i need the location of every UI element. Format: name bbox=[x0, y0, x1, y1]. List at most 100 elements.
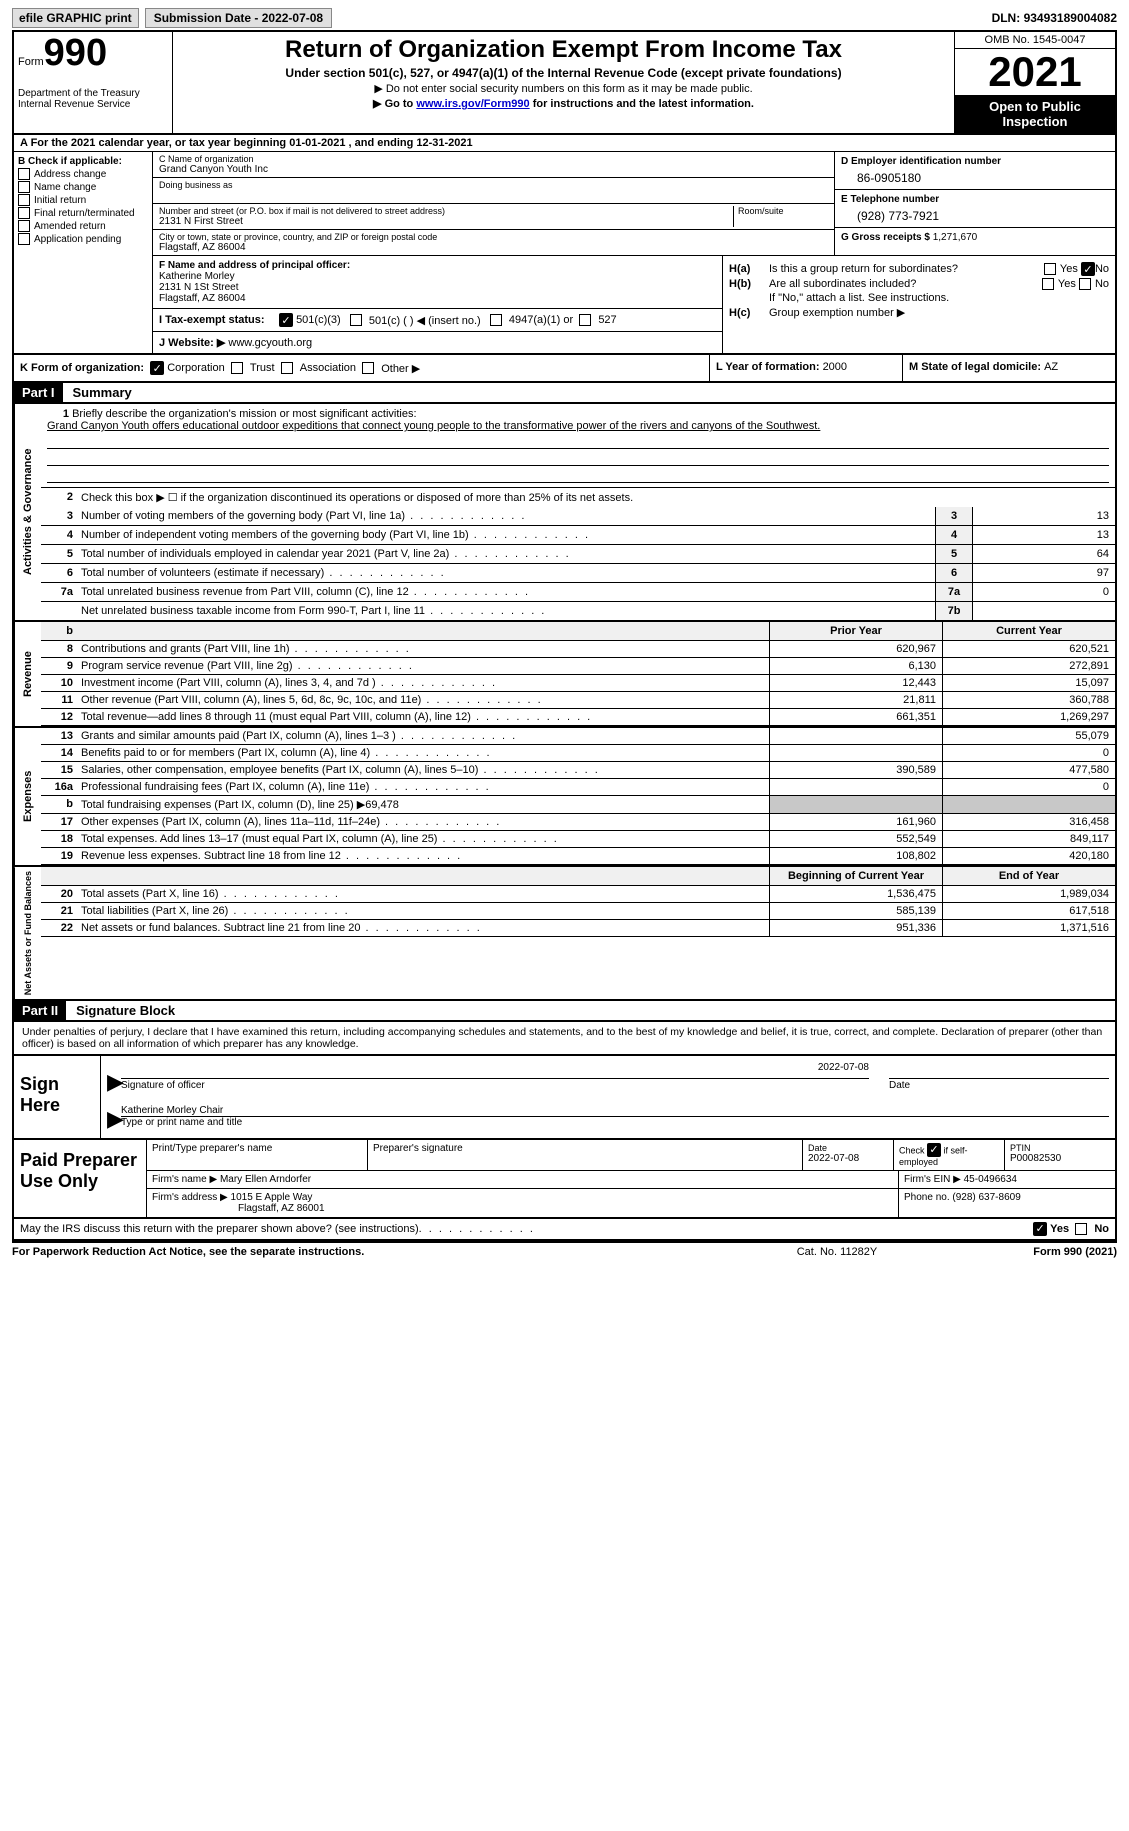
summary-row: 6Total number of volunteers (estimate if… bbox=[41, 564, 1115, 583]
checkbox-discuss-yes[interactable]: ✓ bbox=[1033, 1222, 1047, 1236]
efile-print-button[interactable]: efile GRAPHIC print bbox=[12, 8, 139, 28]
paid-preparer: Paid Preparer Use Only Print/Type prepar… bbox=[12, 1140, 1117, 1219]
section-b: B Check if applicable: Address change Na… bbox=[14, 152, 153, 353]
part2-header: Part II Signature Block bbox=[12, 1001, 1117, 1022]
checkbox-initial-return[interactable] bbox=[18, 194, 30, 206]
checkbox-corp[interactable]: ✓ bbox=[150, 361, 164, 375]
submission-date: Submission Date - 2022-07-08 bbox=[145, 8, 332, 28]
summary-row: 7aTotal unrelated business revenue from … bbox=[41, 583, 1115, 602]
firm-ein: 45-0496634 bbox=[964, 1174, 1017, 1185]
begin-year-header: Beginning of Current Year bbox=[769, 867, 942, 885]
section-f: F Name and address of principal officer:… bbox=[153, 256, 722, 309]
checkbox-final-return[interactable] bbox=[18, 207, 30, 219]
firm-name: Mary Ellen Arndorfer bbox=[220, 1174, 311, 1185]
summary-row: Net unrelated business taxable income fr… bbox=[41, 602, 1115, 620]
sign-here: Sign Here 2022-07-08 ▶ Signature of offi… bbox=[12, 1056, 1117, 1140]
topbar: efile GRAPHIC print Submission Date - 20… bbox=[12, 8, 1117, 32]
firm-address1: 1015 E Apple Way bbox=[231, 1192, 313, 1203]
dln: DLN: 93493189004082 bbox=[992, 11, 1117, 25]
summary-row: 5Total number of individuals employed in… bbox=[41, 545, 1115, 564]
revenue-row: 8Contributions and grants (Part VIII, li… bbox=[41, 641, 1115, 658]
checkbox-assoc[interactable] bbox=[281, 362, 293, 374]
expense-row: 17Other expenses (Part IX, column (A), l… bbox=[41, 814, 1115, 831]
revenue-row: 9Program service revenue (Part VIII, lin… bbox=[41, 658, 1115, 675]
telephone: (928) 773-7921 bbox=[841, 205, 1109, 223]
discuss-row: May the IRS discuss this return with the… bbox=[12, 1219, 1117, 1241]
checkbox-amended[interactable] bbox=[18, 220, 30, 232]
expense-row: 18Total expenses. Add lines 13–17 (must … bbox=[41, 831, 1115, 848]
period-row: A For the 2021 calendar year, or tax yea… bbox=[12, 135, 1117, 152]
checkbox-ha-yes[interactable] bbox=[1044, 263, 1056, 275]
form-header: Form990 Department of the Treasury Inter… bbox=[12, 32, 1117, 135]
summary-row: 4Number of independent voting members of… bbox=[41, 526, 1115, 545]
checkbox-name-change[interactable] bbox=[18, 181, 30, 193]
checkbox-hb-no[interactable] bbox=[1079, 278, 1091, 290]
gross-receipts: 1,271,670 bbox=[933, 232, 978, 243]
checkbox-527[interactable] bbox=[579, 314, 591, 326]
subtitle-3: ▶ Go to www.irs.gov/Form990 for instruct… bbox=[177, 97, 950, 110]
expense-row: 19Revenue less expenses. Subtract line 1… bbox=[41, 848, 1115, 865]
omb-number: OMB No. 1545-0047 bbox=[955, 32, 1115, 49]
side-activities: Activities & Governance bbox=[14, 404, 41, 620]
org-city: Flagstaff, AZ 86004 bbox=[159, 242, 828, 253]
expense-row: 13Grants and similar amounts paid (Part … bbox=[41, 728, 1115, 745]
section-j: J Website: ▶ www.gcyouth.org bbox=[153, 332, 722, 353]
revenue-row: 12Total revenue—add lines 8 through 11 (… bbox=[41, 709, 1115, 726]
perjury-declaration: Under penalties of perjury, I declare th… bbox=[12, 1022, 1117, 1056]
state-domicile: AZ bbox=[1044, 361, 1058, 373]
checkbox-501c[interactable] bbox=[350, 314, 362, 326]
signature-date: Date bbox=[889, 1078, 1109, 1091]
checkbox-hb-yes[interactable] bbox=[1042, 278, 1054, 290]
firm-address2: Flagstaff, AZ 86001 bbox=[152, 1203, 893, 1214]
revenue-row: 11Other revenue (Part VIII, column (A), … bbox=[41, 692, 1115, 709]
checkbox-other[interactable] bbox=[362, 362, 374, 374]
open-inspection: Open to Public Inspection bbox=[955, 95, 1115, 133]
page-footer: For Paperwork Reduction Act Notice, see … bbox=[12, 1241, 1117, 1261]
checkbox-pending[interactable] bbox=[18, 233, 30, 245]
checkbox-discuss-no[interactable] bbox=[1075, 1223, 1087, 1235]
website: www.gcyouth.org bbox=[225, 337, 312, 349]
checkbox-trust[interactable] bbox=[231, 362, 243, 374]
checkbox-ha-no[interactable]: ✓ bbox=[1081, 262, 1095, 276]
revenue-row: 10Investment income (Part VIII, column (… bbox=[41, 675, 1115, 692]
section-de: D Employer identification number 86-0905… bbox=[835, 152, 1115, 255]
checkbox-4947[interactable] bbox=[490, 314, 502, 326]
current-year-header: Current Year bbox=[942, 622, 1115, 640]
form-word: Form bbox=[18, 56, 44, 68]
tax-year: 2021 bbox=[955, 49, 1115, 95]
end-year-header: End of Year bbox=[942, 867, 1115, 885]
expense-row: 15Salaries, other compensation, employee… bbox=[41, 762, 1115, 779]
checkbox-self-employed[interactable]: ✓ bbox=[927, 1143, 941, 1157]
mission-block: 1 Briefly describe the organization's mi… bbox=[41, 404, 1115, 488]
expense-row: 14Benefits paid to or for members (Part … bbox=[41, 745, 1115, 762]
side-expenses: Expenses bbox=[14, 728, 41, 865]
ein: 86-0905180 bbox=[841, 167, 1109, 185]
expense-row: 16aProfessional fundraising fees (Part I… bbox=[41, 779, 1115, 796]
section-i: I Tax-exempt status: ✓ 501(c)(3) 501(c) … bbox=[153, 309, 722, 332]
department: Department of the Treasury Internal Reve… bbox=[18, 88, 168, 110]
checkbox-501c3[interactable]: ✓ bbox=[279, 313, 293, 327]
side-netassets: Net Assets or Fund Balances bbox=[14, 867, 41, 999]
org-address: 2131 N First Street bbox=[159, 216, 733, 227]
irs-link[interactable]: www.irs.gov/Form990 bbox=[416, 98, 529, 110]
officer-signature-line: Signature of officer bbox=[121, 1078, 869, 1091]
form-title: Return of Organization Exempt From Incom… bbox=[177, 36, 950, 64]
expense-row: bTotal fundraising expenses (Part IX, co… bbox=[41, 796, 1115, 814]
prior-year-header: Prior Year bbox=[769, 622, 942, 640]
firm-phone: (928) 637-8609 bbox=[952, 1192, 1020, 1203]
form-number: 990 bbox=[44, 32, 107, 74]
org-name: Grand Canyon Youth Inc bbox=[159, 164, 828, 175]
officer-name: Katherine Morley Chair bbox=[121, 1105, 1109, 1116]
checkbox-address-change[interactable] bbox=[18, 168, 30, 180]
section-h: H(a) Is this a group return for subordin… bbox=[723, 256, 1115, 353]
netassets-row: 21Total liabilities (Part X, line 26)585… bbox=[41, 903, 1115, 920]
mission-text: Grand Canyon Youth offers educational ou… bbox=[47, 420, 1109, 432]
summary-row: 3Number of voting members of the governi… bbox=[41, 507, 1115, 526]
side-revenue: Revenue bbox=[14, 622, 41, 726]
netassets-row: 22Net assets or fund balances. Subtract … bbox=[41, 920, 1115, 937]
part1-header: Part I Summary bbox=[12, 383, 1117, 404]
year-formation: 2000 bbox=[823, 361, 847, 373]
subtitle-2: ▶ Do not enter social security numbers o… bbox=[177, 82, 950, 95]
section-c: C Name of organization Grand Canyon Yout… bbox=[153, 152, 835, 255]
section-k: K Form of organization: ✓ Corporation Tr… bbox=[12, 355, 1117, 383]
